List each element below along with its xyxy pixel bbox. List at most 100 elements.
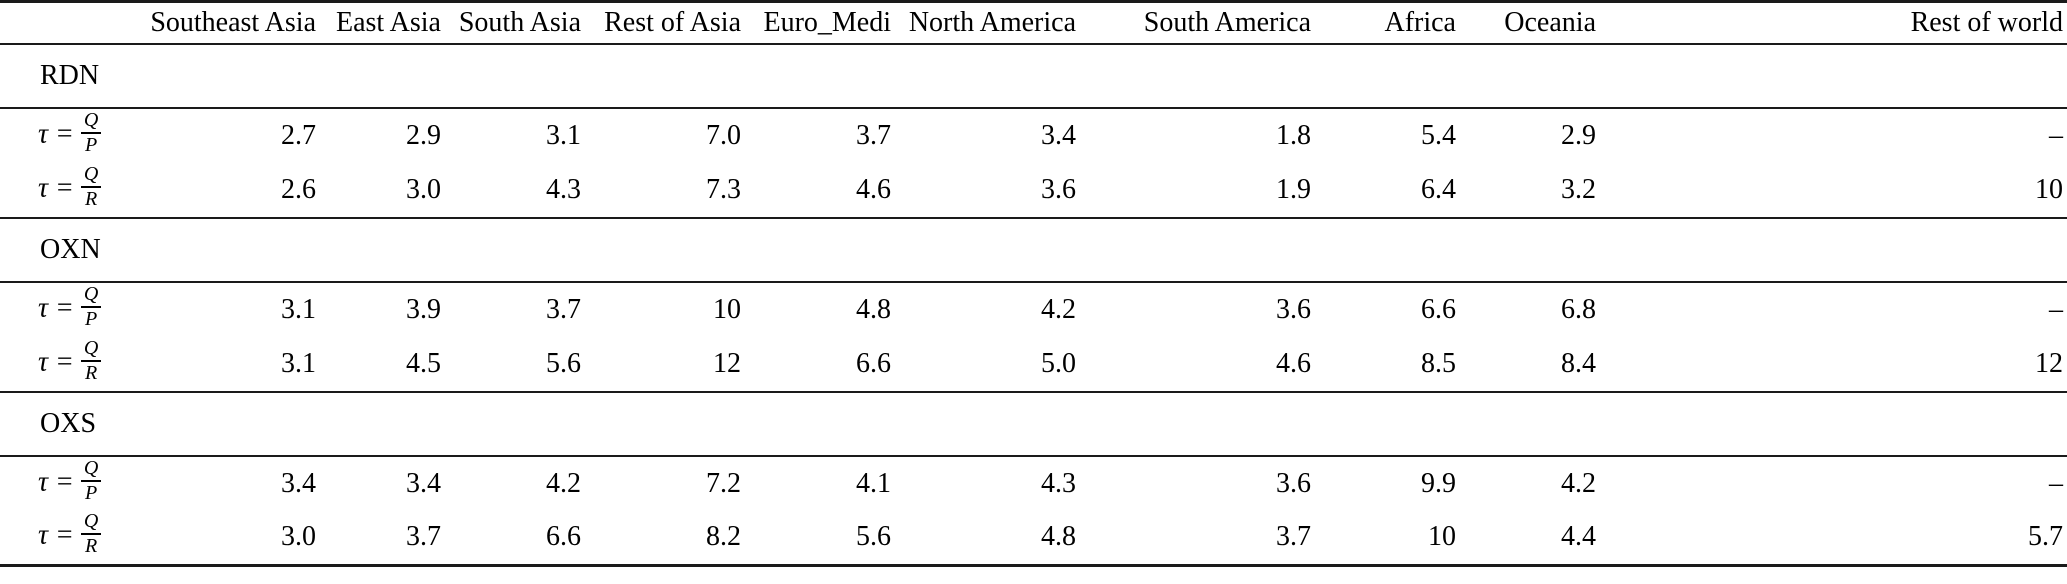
col-header-southeast-asia: Southeast Asia [150,6,316,38]
column-header-row: Southeast Asia East Asia South Asia Rest… [0,2,2067,44]
value-cell: 3.7 [856,119,891,151]
section-row-oxs: OXS [0,391,2067,456]
fraction-numerator: Q [80,163,102,188]
value-cell: 3.4 [1041,119,1076,151]
corner-cell [0,2,130,44]
value-cell: 10 [1428,521,1456,553]
fraction-denominator: R [85,187,98,210]
value-cell: 4.2 [546,467,581,499]
fraction-denominator: P [85,307,98,330]
value-cell: 2.7 [281,119,316,151]
value-cell: 5.7 [2028,521,2063,553]
value-cell: 6.4 [1421,173,1456,205]
col-header-africa: Africa [1384,6,1456,38]
value-cell: 6.6 [856,347,891,379]
tau-equals-text: τ = [38,465,74,497]
row-label-tau-q-over-p: τ = Q P [0,456,130,511]
fraction-numerator: Q [80,337,102,362]
value-cell: 1.8 [1276,119,1311,151]
value-cell: 3.9 [406,293,441,325]
value-cell: 5.0 [1041,347,1076,379]
value-cell: 1.9 [1276,173,1311,205]
lifetime-table: Southeast Asia East Asia South Asia Rest… [0,0,2067,567]
value-cell: 10 [713,293,741,325]
value-cell: 9.9 [1421,467,1456,499]
col-header-south-america: South America [1143,6,1311,38]
value-cell: – [2049,467,2063,499]
value-cell: 3.4 [281,467,316,499]
value-cell: 8.2 [706,521,741,553]
value-cell: 10 [2035,173,2063,205]
value-cell: 2.6 [281,173,316,205]
tau-equals-text: τ = [38,171,74,203]
value-cell: 3.0 [406,173,441,205]
fraction-numerator: Q [80,457,102,482]
row-label-tau-q-over-r: τ = Q R [0,163,130,218]
value-cell: 4.2 [1561,467,1596,499]
value-cell: – [2049,293,2063,325]
col-header-oceania: Oceania [1504,6,1596,38]
value-cell: 2.9 [1561,119,1596,151]
value-cell: 2.9 [406,119,441,151]
value-cell: 3.7 [406,521,441,553]
fraction-denominator: P [85,133,98,156]
fraction-numerator: Q [80,109,102,134]
value-cell: 8.4 [1561,347,1596,379]
section-label-rdn: RDN [40,59,100,91]
data-row-rdn-q-over-p: τ = Q P 2.7 2.9 3.1 7.0 3.7 3.4 1.8 5.4 2.… [0,108,2067,163]
value-cell: 3.1 [546,119,581,151]
value-cell: 5.6 [856,521,891,553]
col-header-euro-medi: Euro_Medi [763,6,891,38]
value-cell: 3.2 [1561,173,1596,205]
section-row-rdn: RDN [0,43,2067,108]
value-cell: 3.6 [1041,173,1076,205]
value-cell: 3.7 [546,293,581,325]
value-cell: 8.5 [1421,347,1456,379]
value-cell: 3.4 [406,467,441,499]
col-header-rest-of-world: Rest of world [1910,6,2063,38]
value-cell: 3.0 [281,521,316,553]
data-row-oxn-q-over-r: τ = Q R 3.1 4.5 5.6 12 6.6 5.0 4.6 8.5 8.4… [0,337,2067,392]
section-label-oxs: OXS [40,407,97,439]
value-cell: 4.6 [1276,347,1311,379]
value-cell: 4.3 [1041,467,1076,499]
value-cell: 12 [713,347,741,379]
row-label-tau-q-over-r: τ = Q R [0,337,130,392]
value-cell: 7.3 [706,173,741,205]
col-header-east-asia: East Asia [336,6,441,38]
value-cell: 12 [2035,347,2063,379]
section-row-oxn: OXN [0,217,2067,282]
value-cell: 4.2 [1041,293,1076,325]
fraction-denominator: R [85,535,98,558]
row-label-tau-q-over-p: τ = Q P [0,282,130,337]
value-cell: 5.4 [1421,119,1456,151]
value-cell: – [2049,119,2063,151]
value-cell: 6.6 [546,521,581,553]
value-cell: 4.6 [856,173,891,205]
value-cell: 7.0 [706,119,741,151]
fraction-numerator: Q [80,283,102,308]
col-header-rest-of-asia: Rest of Asia [604,6,741,38]
value-cell: 7.2 [706,467,741,499]
value-cell: 6.6 [1421,293,1456,325]
value-cell: 4.8 [1041,521,1076,553]
section-label-oxn: OXN [40,233,101,265]
tau-equals-text: τ = [38,291,74,323]
value-cell: 3.1 [281,293,316,325]
value-cell: 3.7 [1276,521,1311,553]
tau-equals-text: τ = [38,345,74,377]
data-row-oxs-q-over-p: τ = Q P 3.4 3.4 4.2 7.2 4.1 4.3 3.6 9.9 4.… [0,456,2067,511]
fraction-denominator: R [85,361,98,384]
tau-equals-text: τ = [38,519,74,551]
value-cell: 4.5 [406,347,441,379]
col-header-north-america: North America [908,6,1076,38]
tau-equals-text: τ = [38,117,74,149]
value-cell: 4.4 [1561,521,1596,553]
value-cell: 4.1 [856,467,891,499]
row-label-tau-q-over-p: τ = Q P [0,108,130,163]
